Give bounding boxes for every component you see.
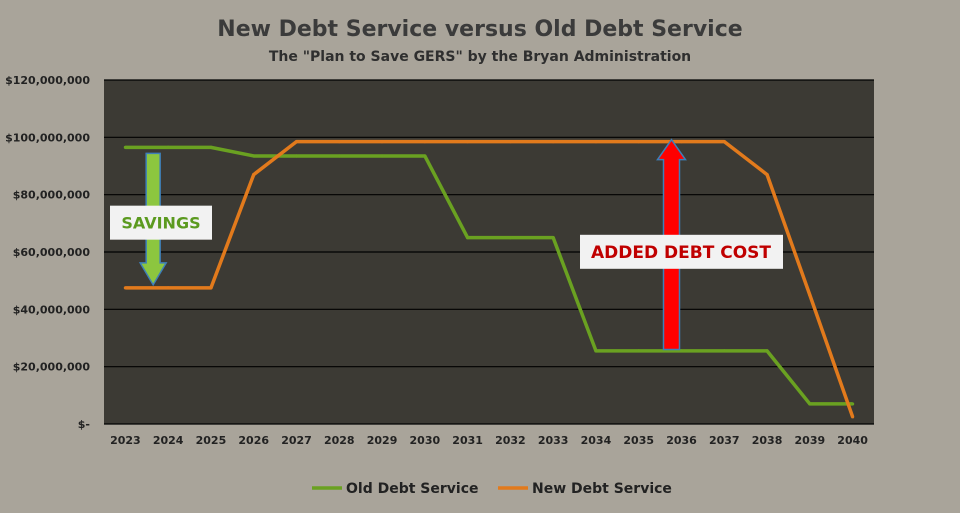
series-line-old-debt-service <box>125 145 853 406</box>
data-point <box>294 140 299 144</box>
series-layer <box>123 139 855 419</box>
x-tick-label: 2023 <box>110 434 141 447</box>
x-tick-label: 2037 <box>709 434 740 447</box>
x-tick-label: 2027 <box>281 434 312 447</box>
y-tick-label: $20,000,000 <box>13 361 91 374</box>
annotations: SAVINGS ADDED DEBT COST <box>110 138 783 351</box>
data-point <box>166 286 170 290</box>
data-point <box>423 154 427 158</box>
chart-title: New Debt Service versus Old Debt Service <box>217 17 742 42</box>
added-cost-label: ADDED DEBT COST <box>591 243 771 263</box>
data-point <box>166 145 170 149</box>
data-point <box>337 140 341 144</box>
data-point <box>551 140 555 144</box>
data-point <box>594 140 598 144</box>
x-tick-label: 2024 <box>153 434 184 447</box>
x-tick-label: 2034 <box>581 434 612 447</box>
y-tick-label: $60,000,000 <box>13 246 91 259</box>
data-point <box>637 140 641 144</box>
data-point <box>209 286 213 290</box>
savings-label: SAVINGS <box>121 214 200 233</box>
data-point <box>466 236 470 240</box>
x-tick-label: 2033 <box>538 434 569 447</box>
legend: Old Debt Service New Debt Service <box>312 481 672 497</box>
added-cost-arrow: ADDED DEBT COST <box>580 138 783 351</box>
legend-label: New Debt Service <box>532 481 672 497</box>
x-tick-label: 2031 <box>452 434 483 447</box>
data-point <box>765 349 769 353</box>
y-tick-label: $120,000,000 <box>5 74 90 87</box>
y-tick-label: $80,000,000 <box>13 189 91 202</box>
data-point <box>679 349 684 353</box>
data-point <box>765 173 769 177</box>
savings-label-box <box>110 205 212 240</box>
data-point <box>722 349 726 353</box>
data-point <box>851 402 855 406</box>
data-point <box>337 154 341 158</box>
x-axis-ticks: 2023 2024 2025 2026 2027 2028 2029 2030 2031 2032… <box>110 434 868 447</box>
data-point <box>808 402 812 406</box>
x-tick-label: 2040 <box>837 434 868 447</box>
y-tick-label: $- <box>78 418 90 431</box>
data-point <box>594 349 598 353</box>
legend-label: Old Debt Service <box>346 481 479 497</box>
savings-arrow: SAVINGS <box>110 152 212 287</box>
x-tick-label: 2028 <box>324 434 355 447</box>
x-tick-label: 2025 <box>196 434 227 447</box>
data-point <box>851 415 855 419</box>
data-point <box>679 140 684 144</box>
x-tick-label: 2039 <box>795 434 826 447</box>
x-tick-label: 2030 <box>410 434 441 447</box>
y-tick-label: $100,000,000 <box>5 131 90 144</box>
data-point <box>294 154 299 158</box>
data-point <box>466 140 470 144</box>
data-point <box>637 349 641 353</box>
data-point <box>252 173 256 177</box>
data-point <box>380 154 384 158</box>
data-point <box>423 140 427 144</box>
data-point <box>123 286 127 290</box>
data-point <box>252 154 256 158</box>
added-cost-label-box <box>580 234 783 269</box>
x-tick-label: 2029 <box>367 434 398 447</box>
gridlines <box>104 79 874 425</box>
y-axis-ticks: $- $20,000,000 $40,000,000 $60,000,000 $80,0… <box>5 74 90 431</box>
series-line-new-debt-service <box>125 139 855 418</box>
data-point <box>123 145 127 149</box>
data-point <box>808 293 812 297</box>
data-point <box>209 145 213 149</box>
chart-subtitle: The "Plan to Save GERS" by the Bryan Adm… <box>269 49 691 65</box>
x-tick-label: 2026 <box>238 434 269 447</box>
data-point <box>380 140 384 144</box>
x-tick-label: 2036 <box>666 434 697 447</box>
data-point <box>551 236 555 240</box>
x-tick-label: 2038 <box>752 434 783 447</box>
data-point <box>722 140 726 144</box>
x-tick-label: 2035 <box>623 434 654 447</box>
data-point <box>508 236 512 240</box>
data-point <box>508 140 512 144</box>
y-tick-label: $40,000,000 <box>13 303 91 316</box>
x-tick-label: 2032 <box>495 434 526 447</box>
